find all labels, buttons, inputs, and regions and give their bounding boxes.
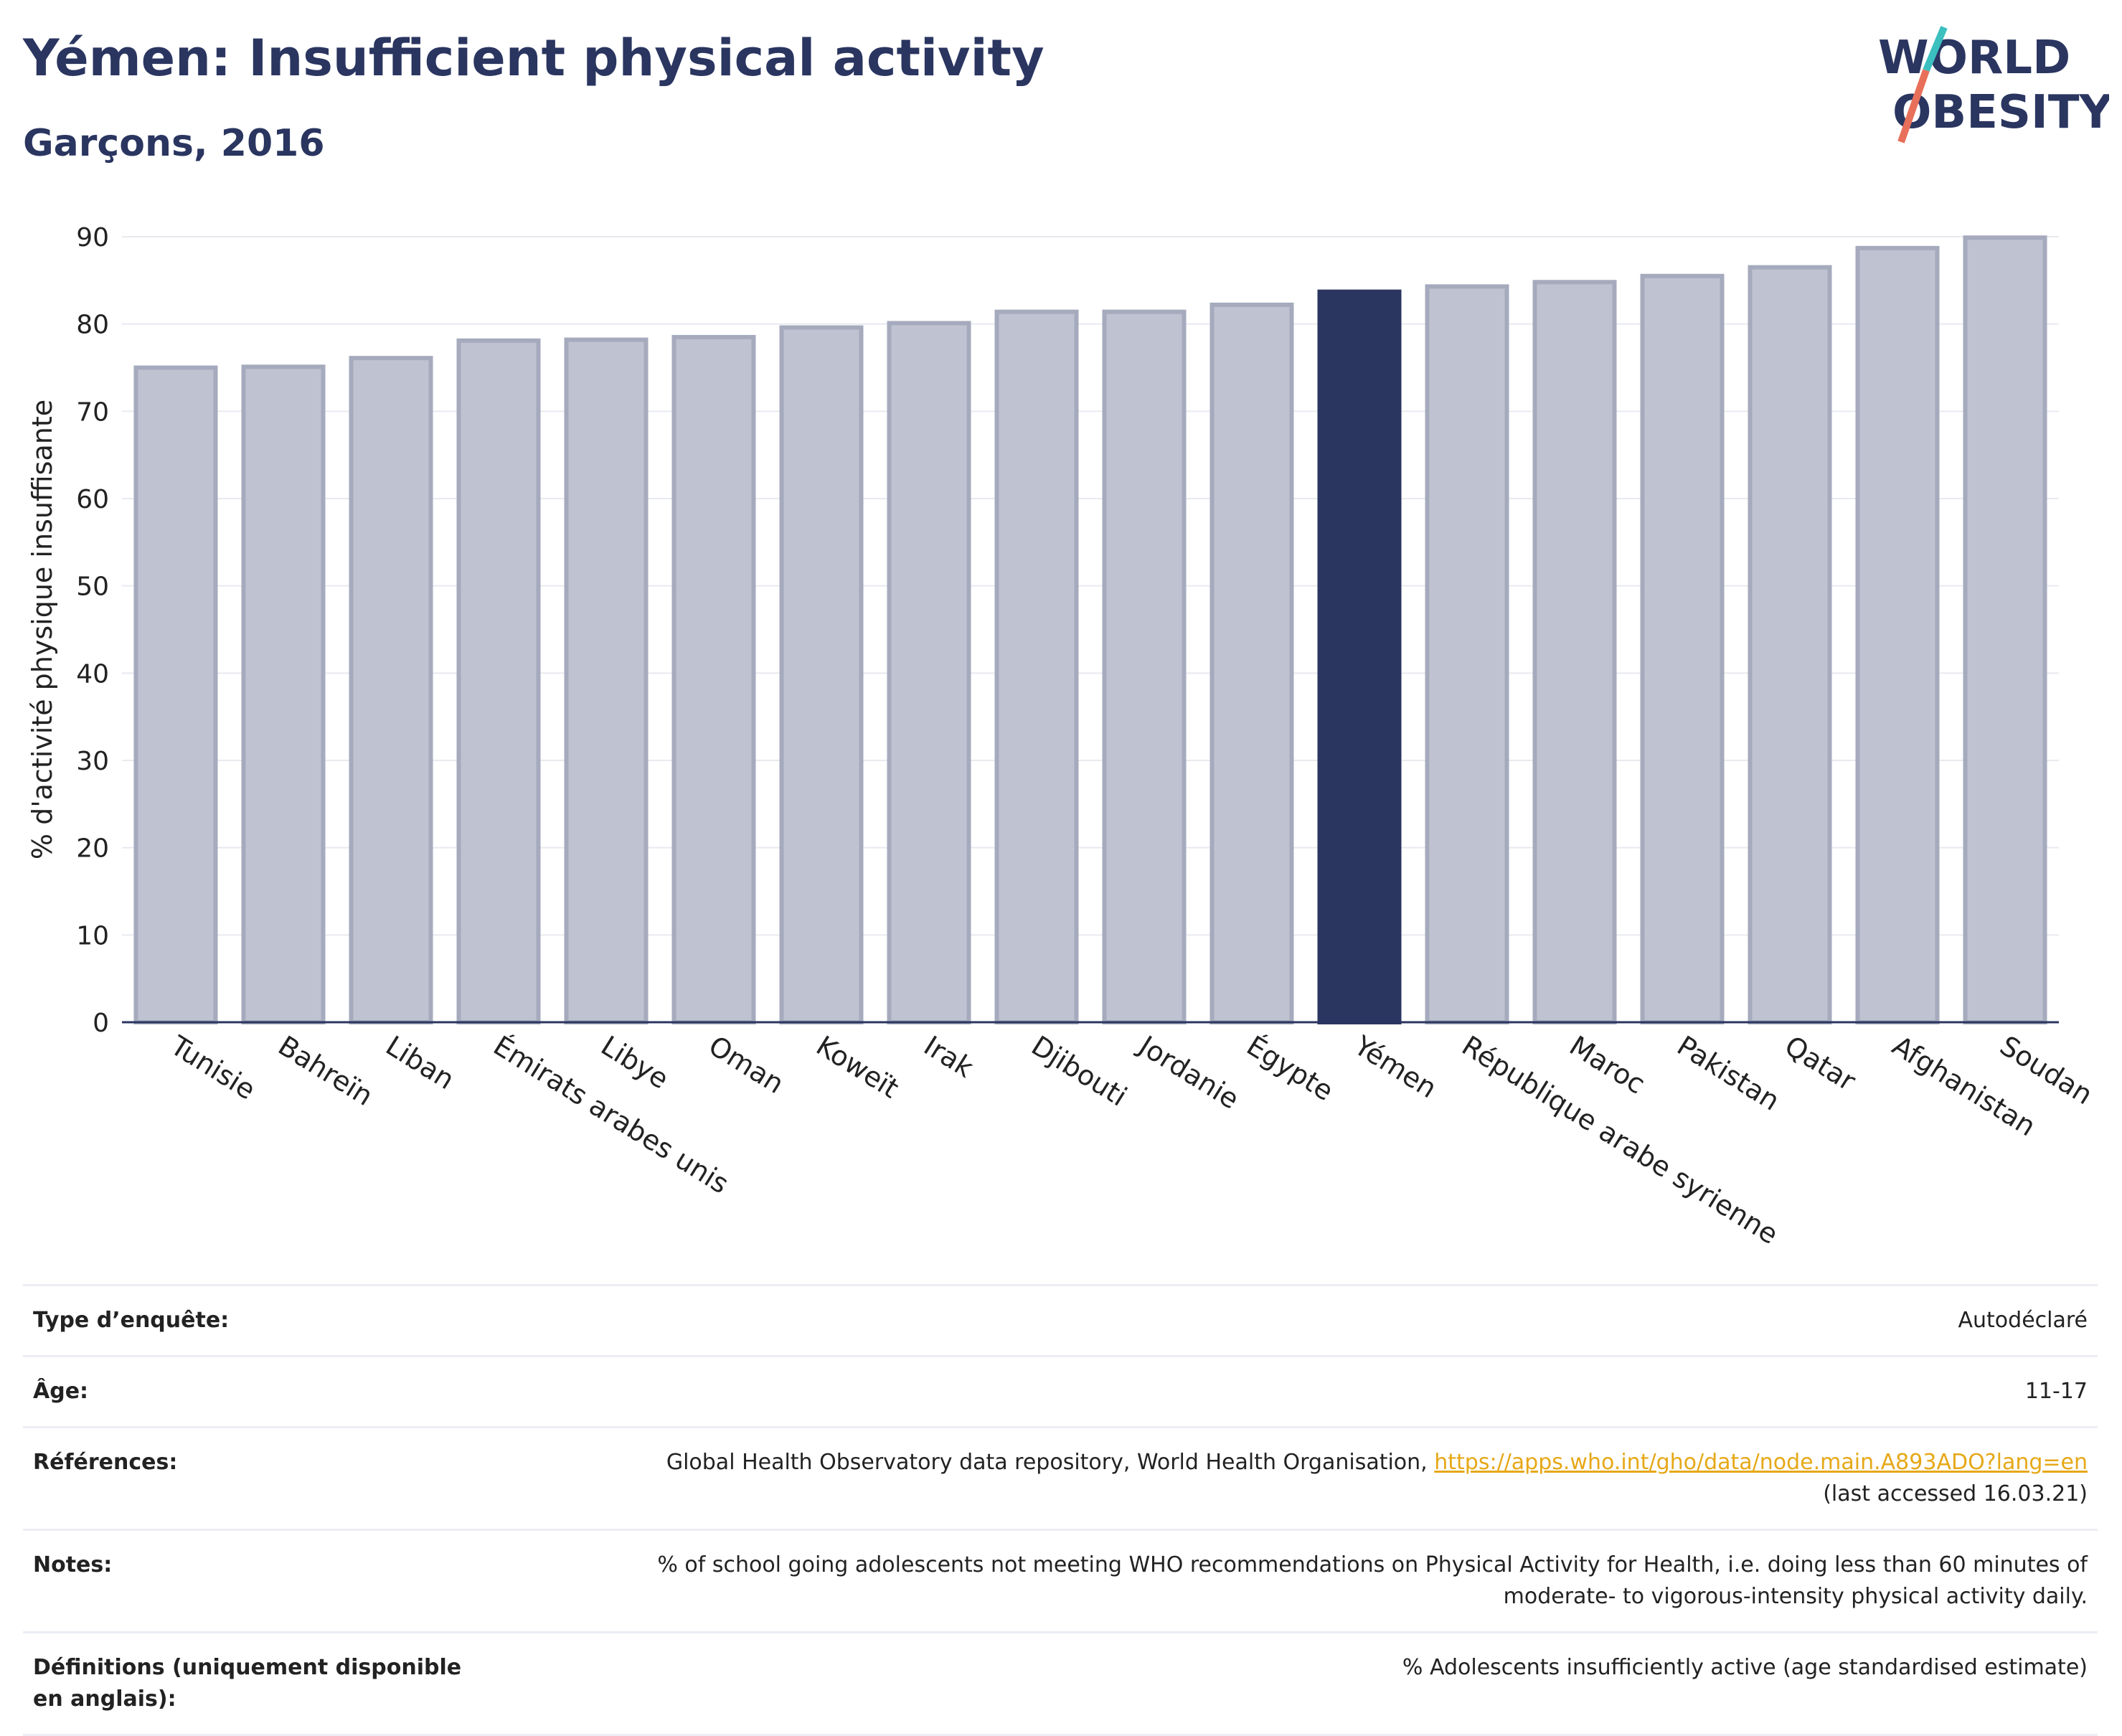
x-tick-label: Libye: [595, 1029, 674, 1095]
info-table: Type d’enquête: Autodéclaré Âge: 11-17 R…: [23, 1284, 2098, 1736]
bar: [1640, 273, 1725, 1024]
world-obesity-logo: WORLD OBESITY: [1878, 26, 2109, 143]
x-tick-label: Jordanie: [1133, 1029, 1245, 1115]
y-tick-label: 50: [76, 572, 109, 602]
y-tick-label: 90: [76, 223, 109, 253]
info-key: Âge:: [33, 1379, 89, 1404]
references-text: Global Health Observatory data repositor…: [666, 1450, 1428, 1475]
x-tick-label: Liban: [380, 1029, 460, 1095]
y-tick-label: 40: [76, 659, 109, 689]
x-tick-label: Koweït: [811, 1029, 904, 1104]
bar-chart: 0 10 20 30 40 50 60 70 80 90 % d'activité physique…: [27, 223, 2098, 1250]
info-key: Notes:: [33, 1552, 113, 1577]
info-value-cell: Global Health Observatory data repositor…: [502, 1428, 2098, 1530]
info-key: Type d’enquête:: [33, 1308, 230, 1333]
bar: [456, 338, 541, 1025]
info-row-notes: Notes: % of school going adolescents not…: [23, 1529, 2098, 1633]
info-value: 11-17: [2024, 1379, 2088, 1404]
notes-text: % of school going adolescents not meetin…: [657, 1552, 2088, 1577]
y-tick-label: 60: [76, 485, 109, 514]
bar: [241, 364, 326, 1025]
bar: [1748, 265, 1832, 1024]
page-subtitle: Garçons, 2016: [23, 122, 325, 165]
x-tick-label: Oman: [703, 1029, 789, 1100]
bar: [1855, 245, 1940, 1025]
y-tick-label: 70: [76, 397, 109, 427]
y-tick-label: 20: [76, 834, 109, 864]
info-value: Autodéclaré: [1958, 1308, 2088, 1333]
info-value: % Adolescents insufficiently active (age…: [1402, 1655, 2088, 1680]
notes-text-2: moderate- to vigorous-intensity physical…: [1503, 1584, 2088, 1609]
info-row-definitions: Définitions (uniquement disponible en an…: [23, 1632, 2098, 1735]
bar: [887, 321, 971, 1024]
x-tick-label: Irak: [918, 1029, 979, 1084]
bar: [1317, 289, 1402, 1024]
bar: [1532, 280, 1617, 1024]
bar: [1102, 309, 1187, 1024]
page-title: Yémen: Insufficient physical activity: [23, 29, 1045, 88]
y-tick-label: 10: [76, 921, 109, 950]
bar: [1425, 284, 1509, 1025]
info-row-survey-type: Type d’enquête: Autodéclaré: [23, 1285, 2098, 1357]
x-tick-label: Yémen: [1348, 1029, 1442, 1105]
references-accessed: (last accessed 16.03.21): [1823, 1481, 2088, 1506]
x-tick-label: Qatar: [1779, 1029, 1861, 1097]
bar: [1963, 235, 2047, 1024]
bar: [779, 325, 864, 1025]
x-tick-label: Djibouti: [1026, 1029, 1132, 1112]
y-tick-label: 30: [76, 747, 109, 776]
x-tick-label: Égypte: [1241, 1029, 1339, 1107]
y-tick-label: 0: [93, 1009, 109, 1038]
y-axis-label: % d'activité physique insuffisante: [27, 400, 58, 859]
bar: [564, 337, 649, 1025]
x-tick-label: Bahreïn: [273, 1029, 378, 1112]
bar: [1209, 302, 1294, 1024]
x-tick-label: Tunisie: [164, 1029, 260, 1106]
svg-text:OBESITY: OBESITY: [1892, 86, 2109, 139]
x-tick-label: Pakistan: [1671, 1029, 1785, 1117]
info-value-cell: % of school going adolescents not meetin…: [502, 1530, 2098, 1633]
info-key: Définitions (uniquement disponible en an…: [33, 1655, 462, 1712]
svg-text:WORLD: WORLD: [1878, 32, 2070, 85]
bar: [133, 365, 218, 1024]
bar: [349, 356, 433, 1025]
info-row-references: Références: Global Health Observatory da…: [23, 1427, 2098, 1530]
references-link[interactable]: https://apps.who.int/gho/data/node.main.…: [1434, 1450, 2088, 1475]
info-key: Références:: [33, 1450, 178, 1475]
info-row-age: Âge: 11-17: [23, 1356, 2098, 1428]
y-tick-label: 80: [76, 311, 109, 340]
bar: [994, 309, 1079, 1024]
x-tick-label: Maroc: [1564, 1029, 1651, 1100]
bar: [671, 334, 756, 1024]
